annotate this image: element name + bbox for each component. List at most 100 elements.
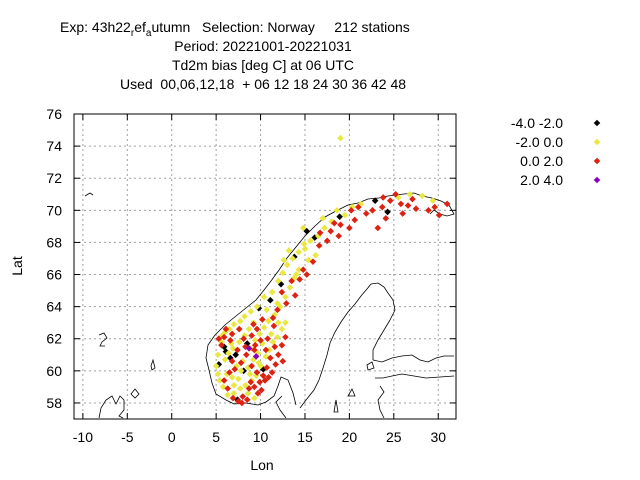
station-point <box>244 390 252 397</box>
station-point <box>425 207 432 214</box>
station-point <box>274 306 281 314</box>
y-axis: 58 60 62 64 66 68 70 72 74 76 <box>46 106 456 411</box>
station-point <box>285 247 293 254</box>
station-point <box>328 218 335 225</box>
station-point <box>282 293 289 301</box>
legend: -4.0 -2.0 -2.0 0.0 0.0 2.0 2.0 4.0 <box>511 115 601 188</box>
station-point <box>394 194 402 201</box>
station-point <box>336 213 343 221</box>
station-point <box>251 337 259 344</box>
chart-title: Exp: 43h22refautumn Selection: Norway 21… <box>60 19 410 92</box>
station-point <box>260 324 268 331</box>
station-point <box>252 353 260 360</box>
station-point <box>243 340 251 347</box>
station-point <box>251 383 258 391</box>
station-point <box>267 354 274 362</box>
station-point <box>354 203 362 211</box>
station-point <box>283 261 291 269</box>
station-point <box>221 356 229 363</box>
station-point <box>280 256 287 264</box>
station-point <box>218 341 225 349</box>
station-point <box>267 296 274 304</box>
station-point <box>237 367 245 375</box>
faroe-islands <box>98 332 108 347</box>
y-tick-label: 58 <box>46 395 62 411</box>
station-point <box>295 248 303 256</box>
station-point <box>262 346 270 354</box>
station-point <box>289 255 296 262</box>
station-point <box>214 370 222 378</box>
station-point <box>222 325 230 333</box>
station-point <box>235 375 242 383</box>
station-point <box>247 378 255 386</box>
station-point <box>269 338 277 346</box>
station-point <box>212 362 220 370</box>
estonia-baltic-coast <box>375 373 455 379</box>
station-point <box>275 277 282 285</box>
station-point <box>307 237 314 245</box>
station-point <box>242 343 249 351</box>
station-point <box>246 370 254 378</box>
station-point <box>397 200 405 208</box>
station-point <box>235 325 243 333</box>
station-point <box>292 271 300 278</box>
station-point <box>245 345 253 352</box>
station-point <box>378 203 386 211</box>
station-point <box>245 385 253 392</box>
station-point <box>351 216 359 224</box>
station-point <box>237 359 245 367</box>
station-point <box>248 362 255 370</box>
station-point <box>346 224 353 232</box>
y-axis-label: Lat <box>9 256 25 276</box>
station-point <box>347 207 355 214</box>
station-point <box>265 373 272 381</box>
station-point <box>215 361 223 368</box>
station-point <box>228 357 236 365</box>
station-point <box>296 276 303 283</box>
station-point <box>224 391 231 399</box>
shetland <box>150 358 156 371</box>
station-point <box>278 341 286 349</box>
y-tick-label: 70 <box>46 202 62 218</box>
station-point <box>242 381 249 389</box>
station-point <box>266 346 273 354</box>
station-point <box>300 240 308 248</box>
station-point <box>443 200 451 208</box>
station-point <box>251 394 258 402</box>
baltic-states-coast <box>377 385 385 419</box>
station-point <box>245 325 253 333</box>
station-point <box>311 234 319 241</box>
station-point <box>278 325 286 333</box>
station-point <box>258 386 265 394</box>
y-tick-label: 72 <box>46 170 62 186</box>
x-tick-label: 10 <box>253 429 269 445</box>
station-point <box>247 308 255 315</box>
station-point <box>263 364 271 371</box>
station-point <box>223 370 231 378</box>
station-point <box>275 351 282 359</box>
title-line-1: Exp: 43h22refautumn Selection: Norway 21… <box>60 19 410 39</box>
station-point <box>250 356 257 363</box>
station-point <box>357 200 365 208</box>
station-point <box>384 208 391 216</box>
x-tick-label: 0 <box>168 429 176 445</box>
station-point <box>230 390 238 397</box>
station-point <box>267 330 275 338</box>
legend-label: 2.0 4.0 <box>520 172 563 188</box>
station-point <box>315 242 323 249</box>
station-point <box>257 337 264 344</box>
station-point <box>260 293 268 301</box>
station-point <box>431 203 438 211</box>
data-points <box>212 134 451 407</box>
station-point <box>392 190 399 198</box>
station-point <box>256 330 263 338</box>
station-point <box>256 378 263 386</box>
x-tick-label: 20 <box>342 429 358 445</box>
x-tick-label: 25 <box>386 429 402 445</box>
legend-label: -4.0 -2.0 <box>511 115 563 131</box>
station-point <box>316 229 324 237</box>
station-point <box>219 332 226 339</box>
station-point <box>254 390 262 397</box>
station-point <box>228 373 236 381</box>
